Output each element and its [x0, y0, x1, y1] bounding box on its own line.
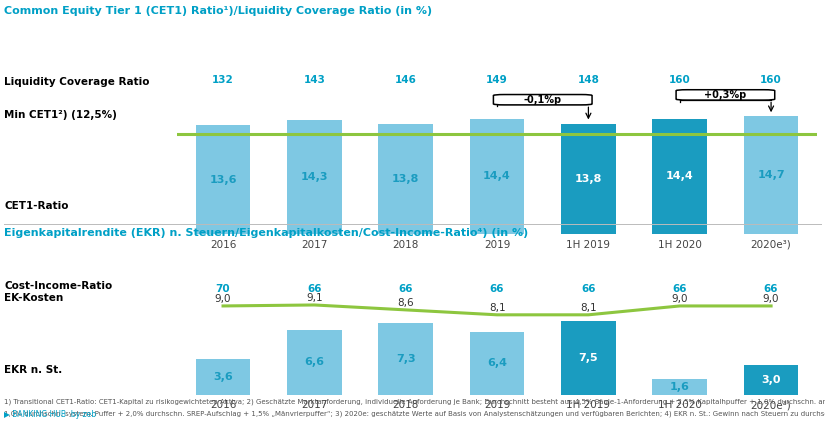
Bar — [653, 119, 707, 234]
Text: CET1-Ratio: CET1-Ratio — [4, 201, 68, 211]
Text: 7,3: 7,3 — [396, 354, 416, 364]
Text: 7,5: 7,5 — [578, 353, 598, 362]
Text: 3,6: 3,6 — [213, 372, 233, 382]
Text: 9,1: 9,1 — [306, 293, 323, 303]
Text: 3,0: 3,0 — [761, 375, 780, 385]
Text: 9,0: 9,0 — [214, 294, 231, 304]
Text: EK-Kosten: EK-Kosten — [4, 293, 64, 303]
Text: 14,7: 14,7 — [757, 170, 785, 180]
Text: 66: 66 — [672, 284, 687, 294]
Bar — [287, 119, 342, 234]
Text: 132: 132 — [212, 76, 234, 85]
Text: Liquidity Coverage Ratio: Liquidity Coverage Ratio — [4, 77, 149, 87]
Text: 1,0% durchschn. system. Puffer + 2,0% durchschn. SREP-Aufschlag + 1,5% „Mänvrier: 1,0% durchschn. system. Puffer + 2,0% du… — [4, 411, 825, 417]
Text: 148: 148 — [578, 76, 599, 85]
Text: -0,1%p: -0,1%p — [524, 95, 562, 105]
Bar — [561, 321, 615, 395]
FancyBboxPatch shape — [676, 90, 775, 100]
Text: 13,8: 13,8 — [392, 174, 419, 184]
Text: 66: 66 — [307, 284, 322, 294]
Text: 70: 70 — [215, 284, 230, 294]
Bar — [287, 330, 342, 395]
Text: 9,0: 9,0 — [763, 294, 780, 304]
Bar — [469, 332, 525, 395]
Text: 66: 66 — [398, 284, 413, 294]
Text: 1,6: 1,6 — [670, 381, 690, 392]
Text: EKR n. St.: EKR n. St. — [4, 365, 63, 375]
Text: 13,6: 13,6 — [210, 175, 237, 185]
Text: 160: 160 — [669, 76, 691, 85]
Bar — [196, 125, 251, 234]
Text: 13,8: 13,8 — [575, 174, 602, 184]
Text: 6,6: 6,6 — [304, 357, 324, 367]
Text: 146: 146 — [395, 76, 417, 85]
Text: Min CET1²) (12,5%): Min CET1²) (12,5%) — [4, 110, 117, 120]
Text: 66: 66 — [490, 284, 504, 294]
Text: 66: 66 — [581, 284, 596, 294]
Text: 8,6: 8,6 — [398, 298, 414, 308]
Bar — [469, 119, 525, 234]
Text: 9,0: 9,0 — [672, 294, 688, 304]
Text: 149: 149 — [486, 76, 508, 85]
Text: +0,3%p: +0,3%p — [705, 90, 747, 100]
Text: Cost-Income-Ratio: Cost-Income-Ratio — [4, 281, 112, 291]
Text: ▶ BANKING HUB  by zeb: ▶ BANKING HUB by zeb — [4, 410, 97, 419]
Bar — [196, 359, 251, 395]
Bar — [379, 124, 433, 234]
Bar — [653, 379, 707, 395]
Bar — [743, 116, 799, 234]
Text: 8,1: 8,1 — [580, 303, 596, 313]
Text: Eigenkapitalrendite (EKR) n. Steuern/Eigenkapitalkosten/Cost-Income-Ratio⁴) (in : Eigenkapitalrendite (EKR) n. Steuern/Eig… — [4, 228, 528, 238]
Text: 14,4: 14,4 — [666, 171, 694, 181]
Text: 14,3: 14,3 — [300, 172, 328, 182]
Text: 8,1: 8,1 — [488, 303, 506, 313]
Text: 6,4: 6,4 — [487, 358, 507, 368]
Bar — [379, 323, 433, 395]
Text: 1) Transitional CET1-Ratio: CET1-Kapital zu risikogewichteten Aktiva; 2) Geschät: 1) Transitional CET1-Ratio: CET1-Kapital… — [4, 399, 825, 405]
FancyBboxPatch shape — [493, 95, 592, 105]
Text: 143: 143 — [304, 76, 325, 85]
Bar — [561, 124, 615, 234]
Text: Common Equity Tier 1 (CET1) Ratio¹)/Liquidity Coverage Ratio (in %): Common Equity Tier 1 (CET1) Ratio¹)/Liqu… — [4, 6, 432, 16]
Text: 160: 160 — [760, 76, 782, 85]
Bar — [743, 365, 799, 395]
Text: 66: 66 — [764, 284, 778, 294]
Text: 14,4: 14,4 — [483, 171, 511, 181]
